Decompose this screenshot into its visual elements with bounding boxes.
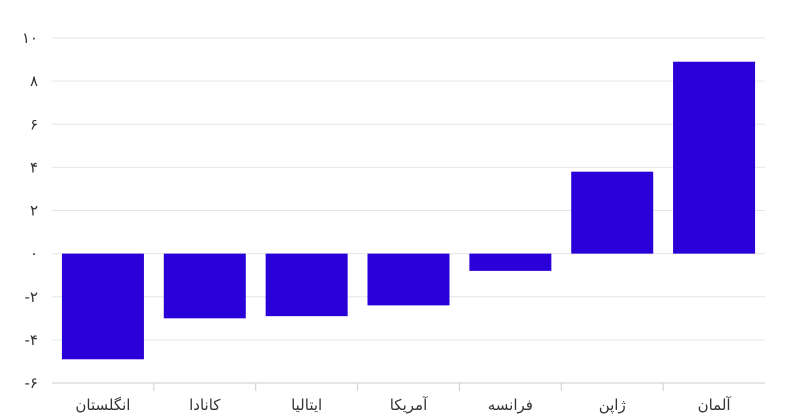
x-tick-label: آلمان bbox=[698, 396, 732, 414]
y-tick-label: ۰ bbox=[30, 245, 38, 263]
grid-lines bbox=[52, 37, 765, 384]
x-tick-label: انگلستان bbox=[75, 396, 130, 414]
y-tick-label: -۴ bbox=[25, 331, 38, 349]
bar[interactable] bbox=[61, 253, 144, 360]
x-tick-label: کانادا bbox=[189, 396, 221, 414]
bars bbox=[61, 61, 756, 360]
bar[interactable] bbox=[469, 253, 552, 271]
y-tick-label: -۲ bbox=[25, 288, 38, 306]
y-tick-label: ۱۰ bbox=[22, 29, 38, 47]
x-tick-label: ایتالیا bbox=[291, 396, 322, 414]
y-tick-label: ۸ bbox=[30, 72, 38, 90]
x-axis-labels: انگلستان کانادا ایتالیا آمریکا فرانسه ژاپن آلم… bbox=[75, 383, 731, 415]
bar[interactable] bbox=[367, 253, 450, 306]
bar[interactable] bbox=[163, 253, 246, 319]
x-tick-label: آمریکا bbox=[390, 396, 428, 414]
y-tick-label: ۴ bbox=[30, 158, 38, 176]
y-axis-ticks: ۱۰ ۸ ۶ ۴ ۲ ۰ -۲ -۴ -۶ bbox=[22, 29, 38, 392]
bar[interactable] bbox=[571, 171, 654, 254]
bar[interactable] bbox=[673, 61, 756, 254]
y-tick-label: ۶ bbox=[30, 115, 38, 133]
y-tick-label: -۶ bbox=[25, 374, 38, 392]
x-tick-label: ژاپن bbox=[599, 396, 626, 415]
x-tick-label: فرانسه bbox=[488, 396, 533, 414]
y-tick-label: ۲ bbox=[30, 202, 38, 220]
bar[interactable] bbox=[265, 253, 348, 317]
